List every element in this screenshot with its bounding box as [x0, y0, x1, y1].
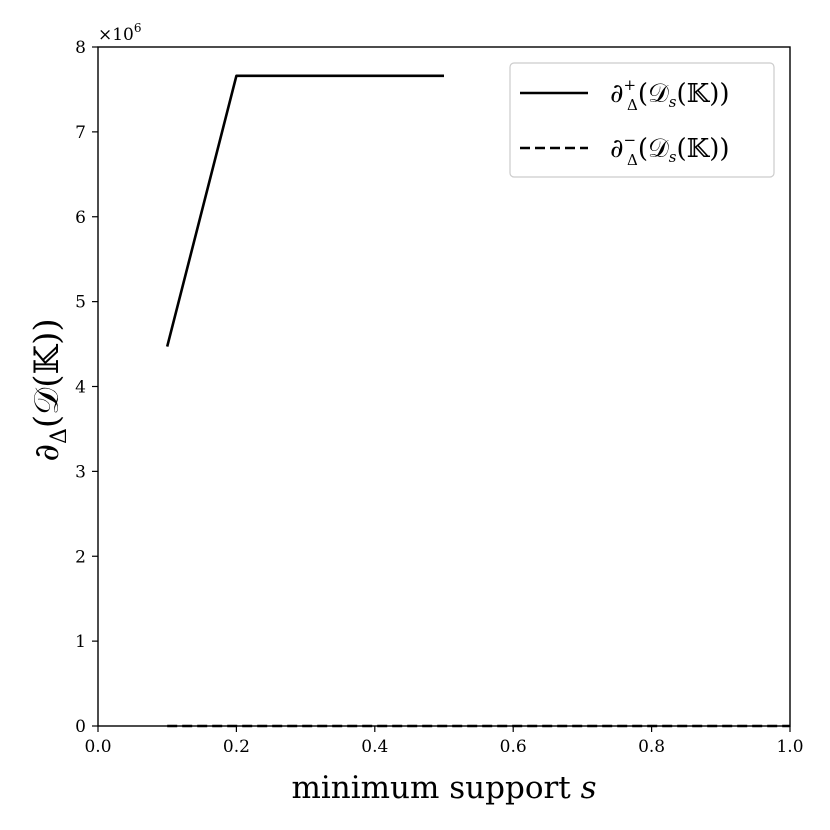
legend-pos-partial: ∂	[610, 79, 623, 109]
legend-neg-sub: Δ	[627, 151, 638, 169]
y-tick-label: 2	[75, 547, 86, 567]
legend-neg-rest-sub: s	[669, 148, 677, 166]
x-axis-label: minimum support s	[291, 770, 596, 806]
legend-label-negative: ∂− Δ(𝒟s(𝕂))	[610, 131, 730, 169]
legend-pos-tail: (𝕂))	[676, 79, 729, 109]
y-tick-label: 3	[75, 462, 86, 482]
y-multiplier-exponent: 6	[134, 21, 142, 35]
y-tick-label: 7	[75, 123, 86, 143]
y-tick-label: 5	[75, 293, 86, 313]
x-axis-label-variable: s	[581, 770, 597, 806]
x-tick-label: 0.4	[361, 737, 388, 757]
legend-neg-sup: −	[623, 131, 636, 149]
x-tick-label: 0.6	[500, 737, 527, 757]
y-label-script-d: 𝒟	[27, 387, 67, 415]
x-tick-label: 0.8	[638, 737, 665, 757]
y-label-partial: ∂	[27, 444, 67, 462]
y-axis-multiplier: ×106	[98, 21, 142, 45]
y-multiplier-base: ×10	[98, 25, 134, 45]
y-tick-label: 6	[75, 208, 86, 228]
y-label-subscript: Δ	[47, 428, 72, 444]
legend-pos-rest-sub: s	[669, 93, 677, 111]
y-label-open-paren: (	[27, 415, 67, 428]
y-tick-label: 1	[75, 632, 86, 652]
x-tick-label: 0.2	[223, 737, 250, 757]
y-tick-label: 8	[75, 38, 86, 58]
y-tick-label: 0	[75, 717, 86, 737]
legend-pos-sub: Δ	[627, 96, 638, 114]
legend-pos-rest: (𝒟	[638, 79, 669, 109]
legend-neg-partial: ∂	[610, 134, 623, 164]
y-axis-label: ∂Δ(𝒟(𝕂))	[27, 318, 72, 461]
legend-neg-rest: (𝒟	[638, 134, 669, 164]
legend-neg-tail: (𝕂))	[676, 134, 729, 164]
y-tick-label: 4	[75, 378, 86, 398]
y-label-close-paren: )	[27, 318, 67, 331]
y-axis-ticks: 0 1 2 3 4 5 6 7 8	[75, 38, 98, 737]
legend-pos-sup: +	[623, 76, 636, 94]
x-tick-label: 0.0	[84, 737, 111, 757]
legend-box	[509, 62, 775, 178]
series-layer	[165, 74, 790, 728]
x-axis-label-text: minimum support	[291, 770, 580, 806]
x-tick-label: 1.0	[776, 737, 803, 757]
legend-label-positive: ∂+ Δ(𝒟s(𝕂))	[610, 76, 730, 114]
legend: ∂+ Δ(𝒟s(𝕂)) ∂− Δ(𝒟s(𝕂))	[509, 62, 775, 178]
series-line-positive	[165, 74, 444, 347]
y-label-field: (𝕂)	[27, 332, 67, 388]
